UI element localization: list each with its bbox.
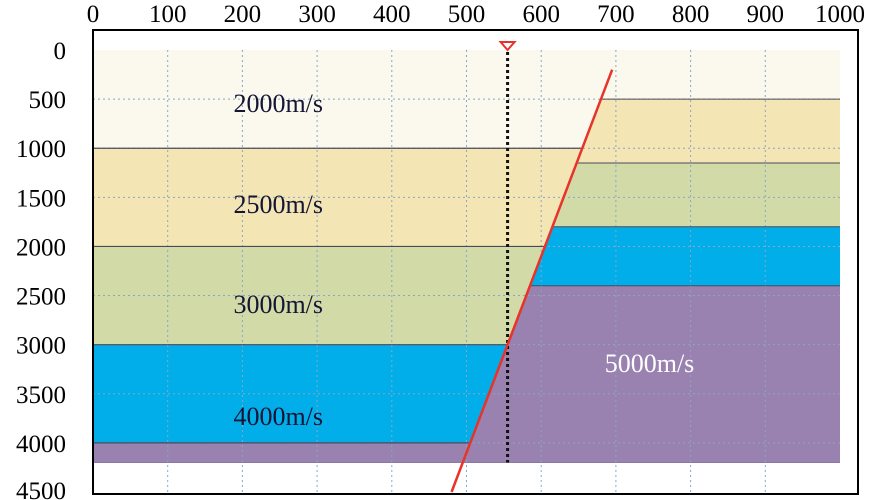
x-tick-label-6: 600 xyxy=(522,1,560,28)
y-tick-label-3: 1500 xyxy=(16,185,66,212)
grid-lines xyxy=(93,50,840,492)
x-tick-label-2: 200 xyxy=(224,1,262,28)
y-tick-label-9: 4500 xyxy=(16,478,66,500)
right-layer-2 xyxy=(552,162,840,227)
well-head-marker xyxy=(498,41,517,52)
y-tick-label-7: 3500 xyxy=(16,382,66,409)
y-tick-label-4: 2000 xyxy=(16,234,66,261)
x-tick-label-4: 400 xyxy=(373,1,411,28)
plot-frame xyxy=(92,29,859,495)
x-tick-label-3: 300 xyxy=(298,1,336,28)
x-tick-label-1: 100 xyxy=(149,1,187,28)
y-tick-label-5: 2500 xyxy=(16,284,66,311)
x-axis-ticks: 0 100 200 300 400 500 600 700 800 900 1000 xyxy=(87,1,865,28)
y-tick-label-2: 1000 xyxy=(16,136,66,163)
model-area xyxy=(93,50,840,492)
well-profile xyxy=(498,41,517,463)
velocity-label-4000: 4000m/s xyxy=(233,402,323,431)
right-layer-3 xyxy=(529,226,840,286)
velocity-label-2000: 2000m/s xyxy=(233,89,323,118)
y-tick-label-0: 0 xyxy=(54,38,67,65)
velocity-label-5000: 5000m/s xyxy=(605,349,695,378)
x-tick-label-8: 800 xyxy=(672,1,710,28)
x-tick-label-7: 700 xyxy=(597,1,635,28)
left-layer-4 xyxy=(93,442,471,463)
y-tick-label-1: 500 xyxy=(29,87,67,114)
layer-boundaries xyxy=(93,98,840,464)
velocity-label-3000: 3000m/s xyxy=(233,290,323,319)
left-layer-3 xyxy=(93,344,508,443)
left-layer-0 xyxy=(93,50,620,149)
y-axis-ticks: 0 500 1000 1500 2000 2500 3000 3500 4000 4500 xyxy=(16,38,66,500)
right-layer-block xyxy=(462,50,840,463)
right-layer-1 xyxy=(576,99,840,163)
x-tick-label-9: 900 xyxy=(747,1,785,28)
y-tick-label-8: 4000 xyxy=(16,431,66,458)
left-layer-1 xyxy=(93,148,583,247)
x-tick-label-5: 500 xyxy=(448,1,486,28)
right-layer-4 xyxy=(462,285,840,463)
x-tick-label-10: 1000 xyxy=(815,1,865,28)
left-layer-block xyxy=(93,50,620,463)
x-tick-label-0: 0 xyxy=(87,1,100,28)
fault-line xyxy=(450,69,614,493)
velocity-label-2500: 2500m/s xyxy=(233,190,323,219)
y-tick-label-6: 3000 xyxy=(16,333,66,360)
right-layer-0 xyxy=(600,50,840,100)
